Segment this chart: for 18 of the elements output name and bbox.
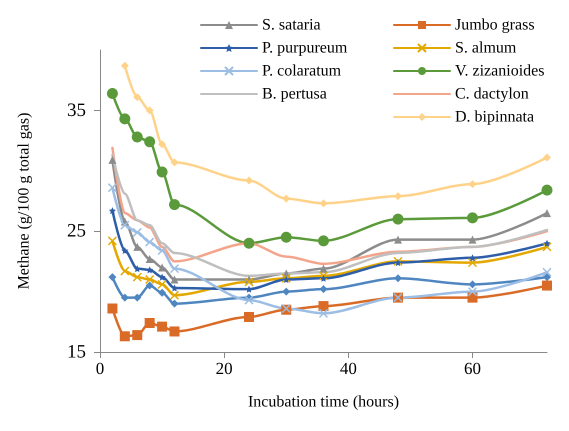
x-tick-label: 60 (464, 359, 481, 378)
legend-label: S. sataria (262, 16, 321, 34)
y-tick-label: 25 (67, 220, 86, 242)
x-tick-label: 20 (216, 359, 233, 378)
legend-label: D. bipinnata (455, 108, 534, 126)
y-axis-title: Methane (g/100 g total gas) (16, 112, 32, 290)
legend-label: V. zizanioides (455, 62, 544, 80)
x-tick-label: 40 (340, 359, 357, 378)
legend-label: P. purpureum (262, 40, 348, 56)
legend-label: P. colaratum (262, 62, 342, 80)
y-tick-label: 35 (67, 100, 86, 121)
legend-label: C. dactylon (455, 86, 529, 102)
legend-label: B. pertusa (262, 86, 327, 102)
legend-label: Jumbo grass (455, 16, 535, 34)
x-axis-title: Incubation time (hours) (248, 394, 400, 410)
x-tick-label: 0 (96, 359, 104, 378)
y-tick-label: 15 (67, 342, 86, 362)
legend-label: S. almum (455, 40, 517, 56)
